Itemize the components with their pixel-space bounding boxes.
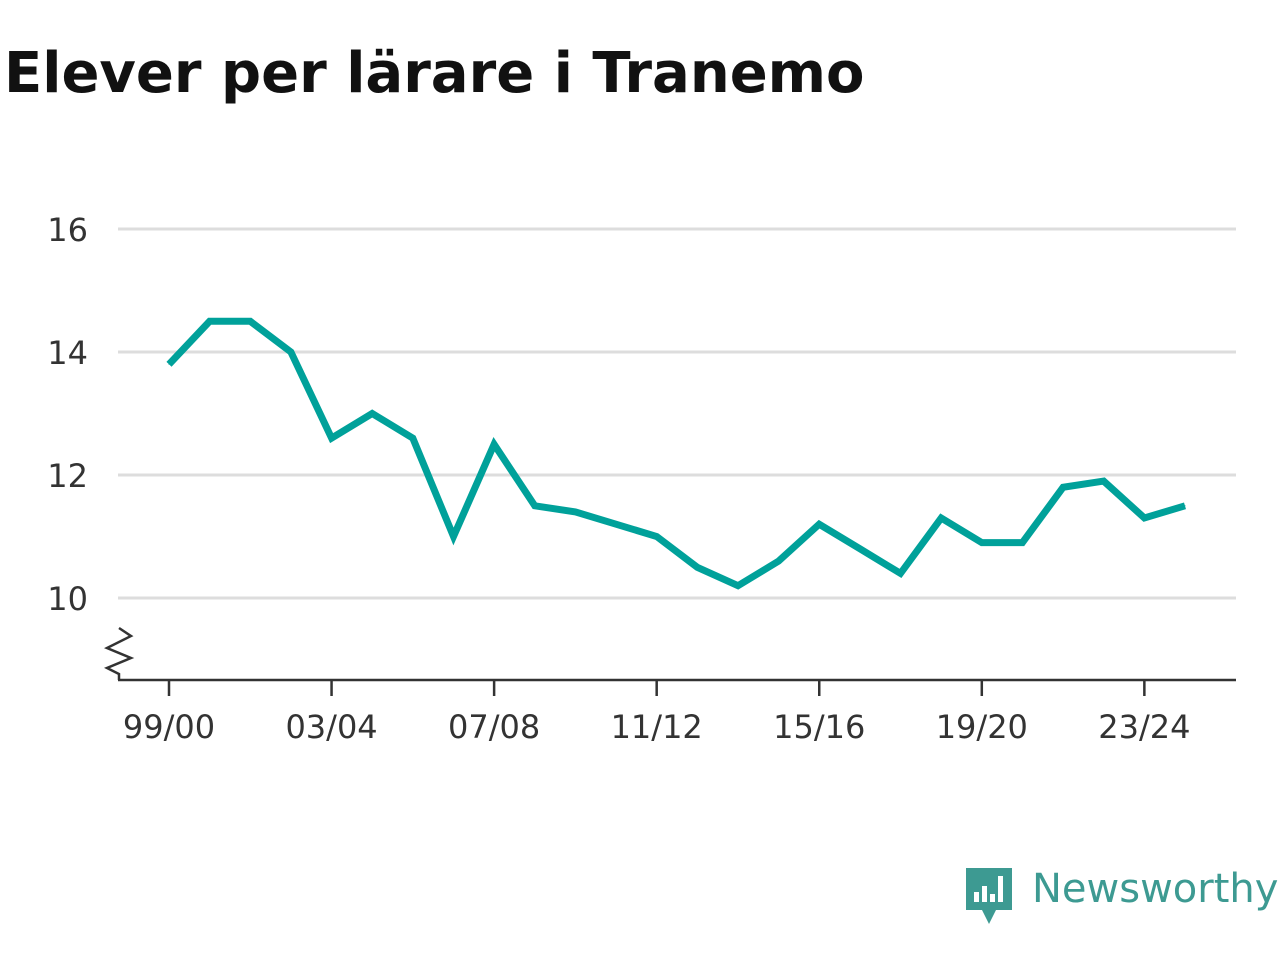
data-point bbox=[534, 505, 536, 507]
data-point bbox=[696, 566, 698, 568]
newsworthy-logo-icon bbox=[966, 868, 1012, 924]
data-point bbox=[940, 517, 942, 519]
data-point bbox=[859, 548, 861, 550]
data-point bbox=[331, 437, 333, 439]
y-tick-label: 10 bbox=[47, 580, 88, 618]
data-point bbox=[1062, 486, 1064, 488]
data-point bbox=[981, 542, 983, 544]
y-tick-label: 14 bbox=[47, 334, 88, 372]
data-point bbox=[574, 511, 576, 513]
series-group bbox=[166, 317, 1187, 590]
x-tick-label: 07/08 bbox=[448, 708, 540, 746]
data-point bbox=[371, 413, 373, 414]
y-axis-ticks: 10 12 14 16 bbox=[47, 211, 88, 618]
x-tick-label: 99/00 bbox=[123, 708, 215, 746]
data-point bbox=[778, 560, 780, 562]
data-point bbox=[1184, 505, 1186, 507]
data-point bbox=[1103, 480, 1105, 482]
data-point bbox=[209, 320, 211, 322]
x-axis bbox=[103, 626, 1236, 682]
x-tick-label: 19/20 bbox=[936, 708, 1028, 746]
gridlines bbox=[118, 227, 1236, 600]
y-axis-break bbox=[103, 626, 135, 680]
x-tick-label: 03/04 bbox=[285, 708, 377, 746]
data-point bbox=[493, 443, 495, 445]
x-axis-ticks: 99/00 03/04 07/08 11/12 15/16 19/20 23/24 bbox=[123, 680, 1190, 746]
x-tick-label: 23/24 bbox=[1098, 708, 1190, 746]
data-point bbox=[412, 437, 414, 439]
brand: Newsworthy bbox=[964, 866, 1278, 928]
brand-name: Newsworthy bbox=[1032, 866, 1279, 912]
data-point bbox=[818, 523, 820, 525]
data-point bbox=[1021, 542, 1023, 544]
data-point bbox=[290, 351, 292, 353]
data-point bbox=[168, 363, 170, 365]
data-point bbox=[900, 572, 902, 574]
data-point bbox=[249, 320, 251, 322]
x-tick-label: 11/12 bbox=[611, 708, 703, 746]
data-point bbox=[452, 536, 454, 537]
data-point bbox=[615, 523, 617, 525]
data-point bbox=[656, 536, 658, 537]
x-tick-label: 15/16 bbox=[773, 708, 865, 746]
y-tick-label: 12 bbox=[47, 457, 88, 495]
series-line bbox=[166, 317, 1187, 590]
data-point bbox=[1143, 517, 1145, 519]
chart-title: Elever per lärare i Tranemo bbox=[4, 41, 865, 106]
data-point bbox=[737, 585, 739, 587]
y-tick-label: 16 bbox=[47, 211, 88, 249]
